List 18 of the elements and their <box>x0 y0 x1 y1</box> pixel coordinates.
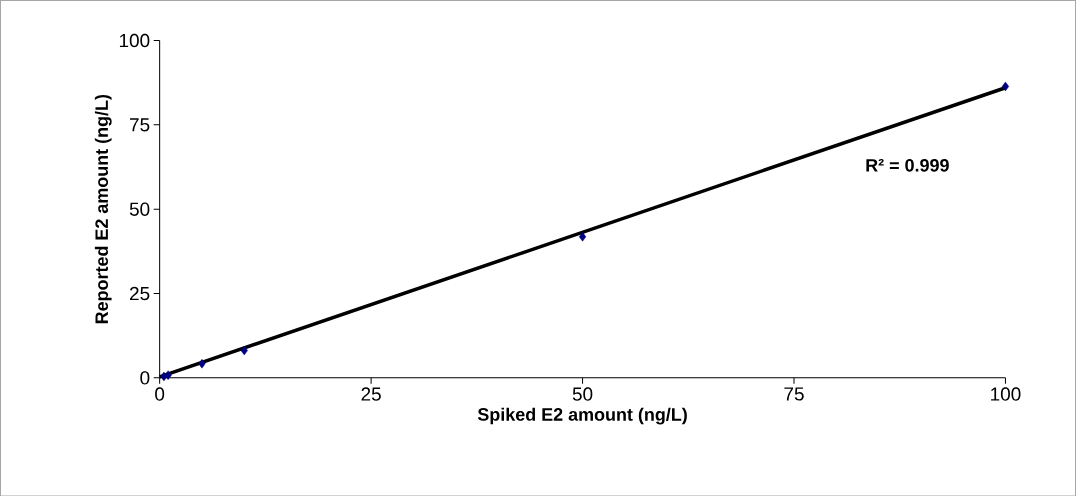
y-tick-label: 0 <box>140 370 150 385</box>
point <box>198 358 206 369</box>
x-axis-title: Spiked E2 amount (ng/L) <box>477 407 687 425</box>
point <box>240 345 248 355</box>
point <box>164 370 172 380</box>
x-tick-label: 75 <box>784 387 804 401</box>
x-tick-label: 100 <box>991 387 1021 401</box>
x-tick-label: 50 <box>572 387 593 401</box>
y-tick-label: 100 <box>119 33 150 48</box>
point <box>1001 81 1010 91</box>
point <box>578 231 587 242</box>
x-tick-label: 25 <box>361 387 381 401</box>
annotation: R² = 0.999 <box>866 158 949 172</box>
x-tick-label: 0 <box>155 387 165 401</box>
y-axis-title: Reported E2 amount (ng/L) <box>94 94 112 323</box>
y-tick-label: 50 <box>129 202 150 216</box>
y-tick-label: 75 <box>130 118 150 132</box>
y-tick-label: 25 <box>130 286 150 300</box>
